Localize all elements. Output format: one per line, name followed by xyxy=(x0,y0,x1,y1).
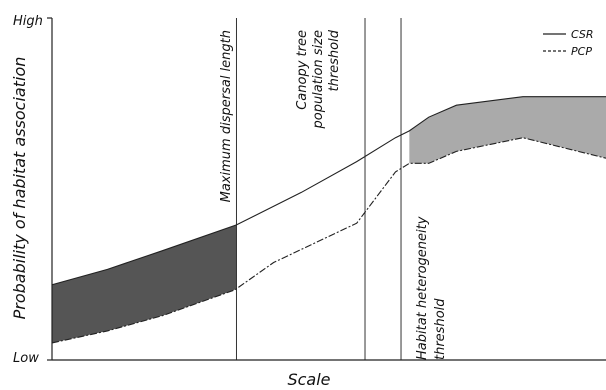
habitat-threshold-line-1: Habitat heterogeneity xyxy=(415,216,430,360)
series-line-pcp xyxy=(51,137,606,344)
y-tick-high: High xyxy=(13,14,43,29)
canopy-threshold-line-2: population size xyxy=(311,30,326,130)
canopy-threshold-label: Canopy tree population size threshold xyxy=(295,29,342,129)
shaded-region-2 xyxy=(409,96,606,164)
habitat-threshold-label: Habitat heterogeneity threshold xyxy=(415,216,448,360)
threshold-lines xyxy=(235,18,402,360)
canopy-threshold-line-1: Canopy tree xyxy=(295,30,310,110)
series-line-csr xyxy=(51,96,606,286)
legend-pcp-label: PCP xyxy=(571,45,592,58)
shaded-regions xyxy=(52,96,606,343)
x-axis-label: Scale xyxy=(287,370,330,389)
legend-csr-label: CSR xyxy=(571,28,594,41)
y-tick-low: Low xyxy=(13,351,39,366)
max-dispersal-label: Maximum dispersal length xyxy=(219,30,234,202)
shaded-region-1 xyxy=(52,224,237,343)
habitat-threshold-line-2: threshold xyxy=(433,298,448,360)
canopy-threshold-line-3: threshold xyxy=(327,29,342,91)
axes xyxy=(47,17,606,361)
y-axis-label: Probability of habitat association xyxy=(10,57,29,320)
series-lines xyxy=(51,96,606,344)
legend: CSR PCP xyxy=(543,28,594,58)
